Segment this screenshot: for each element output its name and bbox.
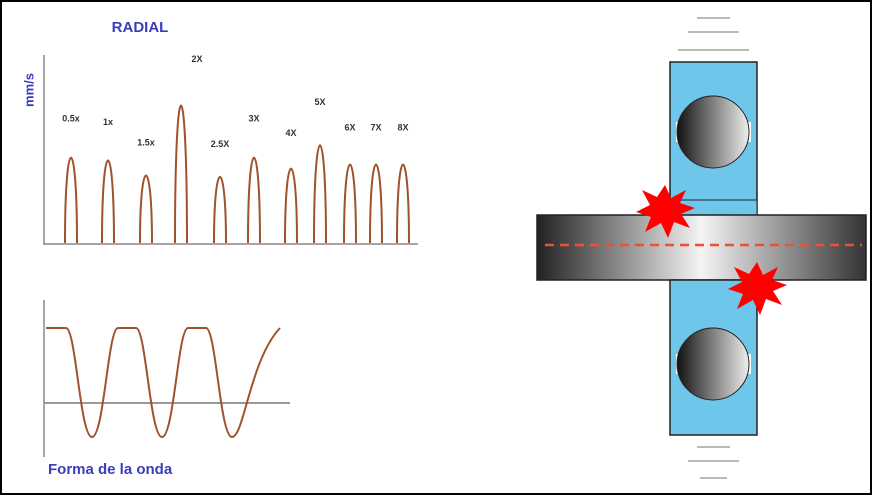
peak-label: 1x [103,117,113,127]
peak-label: 0.5x [62,114,80,124]
peak-label: 7X [370,123,381,133]
page: RADIAL mm/s 0.5x 1x 1.5x 2X 2.5X 3X 4X 5X 6X 7X 8X… [0,0,872,495]
peak-label: 1.5x [137,137,155,147]
y-axis-label: mm/s [21,73,36,107]
waveform-caption: Forma de la onda [48,461,173,478]
peak-label: 6X [344,123,355,133]
peak-label: 4X [285,128,296,138]
peak-label: 2.5X [211,139,230,149]
peak-label: 3X [248,114,259,124]
illustration: RADIAL mm/s 0.5x 1x 1.5x 2X 2.5X 3X 4X 5X 6X 7X 8X… [0,0,872,495]
spectrum-title: RADIAL [112,19,169,36]
peak-label: 8X [397,123,408,133]
peak-label: 2X [191,54,202,64]
peak-label: 5X [314,97,325,107]
